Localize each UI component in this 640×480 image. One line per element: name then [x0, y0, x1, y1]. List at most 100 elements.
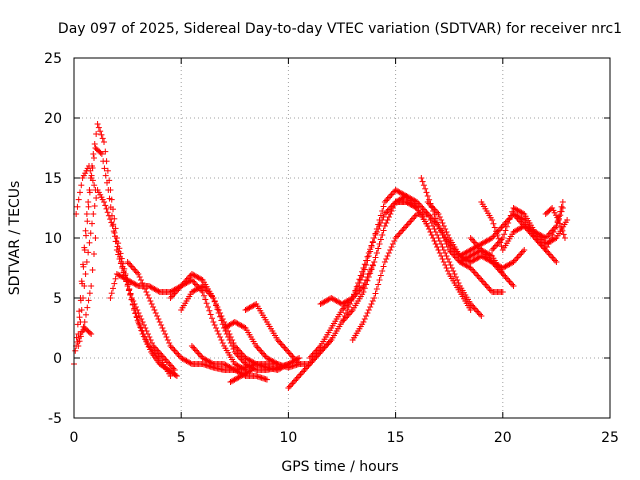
data-point	[218, 337, 225, 343]
x-tick-label: 15	[387, 430, 405, 446]
data-point	[364, 310, 371, 316]
data-point	[440, 223, 447, 229]
data-point	[152, 310, 159, 316]
data-point	[136, 274, 143, 280]
data-point	[440, 259, 447, 265]
data-point	[442, 250, 449, 256]
data-point	[108, 290, 115, 297]
data-point	[80, 263, 87, 270]
data-point	[383, 220, 390, 226]
data-point	[499, 235, 506, 241]
series-arc-14	[227, 367, 255, 385]
data-point	[136, 313, 143, 319]
data-point	[273, 360, 280, 367]
data-point	[89, 220, 96, 227]
data-point	[372, 290, 379, 297]
data-point	[227, 340, 234, 346]
data-point	[364, 277, 371, 284]
data-point	[199, 289, 206, 295]
data-point	[131, 301, 138, 307]
data-point	[72, 347, 79, 354]
data-point	[100, 158, 107, 165]
series-arc-18	[339, 193, 485, 325]
data-point	[424, 223, 431, 229]
data-point	[92, 235, 99, 241]
data-point	[130, 298, 137, 304]
data-point	[164, 337, 171, 343]
data-point	[367, 304, 374, 310]
data-point	[444, 256, 451, 262]
data-point	[561, 235, 568, 241]
data-point	[207, 311, 214, 318]
data-point	[147, 337, 154, 343]
data-point	[91, 203, 98, 209]
data-point	[371, 235, 378, 241]
data-point	[138, 277, 144, 283]
data-point	[229, 343, 236, 349]
data-point	[367, 270, 374, 277]
data-point	[442, 226, 449, 232]
data-point	[296, 355, 303, 361]
data-point	[440, 247, 447, 253]
data-point	[75, 196, 82, 203]
data-point	[371, 295, 378, 301]
data-point	[112, 233, 119, 240]
data-point	[200, 292, 207, 299]
data-point	[143, 328, 150, 334]
data-point	[432, 215, 439, 222]
data-point	[389, 205, 396, 211]
data-point	[97, 149, 104, 156]
data-point	[86, 290, 93, 297]
data-point	[91, 182, 98, 189]
chart-title: Day 097 of 2025, Sidereal Day-to-day VTE…	[58, 21, 622, 37]
data-point	[156, 319, 163, 325]
data-point	[364, 257, 371, 264]
data-point	[438, 241, 445, 247]
data-point	[87, 167, 94, 174]
data-point	[87, 230, 94, 237]
data-point	[226, 337, 233, 343]
data-point	[505, 220, 512, 226]
data-point	[143, 289, 150, 295]
data-points	[71, 121, 571, 391]
data-point	[544, 244, 551, 250]
data-point	[150, 304, 157, 310]
data-point	[154, 313, 161, 319]
data-point	[439, 256, 446, 262]
data-point	[142, 286, 149, 292]
data-point	[85, 249, 92, 256]
data-point	[547, 206, 554, 213]
data-point	[76, 308, 83, 315]
data-point	[447, 262, 454, 268]
data-point	[90, 211, 97, 217]
data-point	[497, 239, 504, 246]
data-point	[105, 187, 112, 193]
data-point	[263, 376, 270, 383]
series-arc-3	[73, 163, 99, 217]
data-point	[376, 217, 383, 223]
data-point	[198, 283, 205, 290]
data-point	[467, 307, 474, 313]
data-point	[86, 189, 93, 196]
data-point	[108, 219, 115, 226]
data-point	[97, 128, 104, 135]
data-point	[77, 189, 84, 196]
data-point	[422, 185, 429, 192]
data-point	[215, 331, 222, 337]
data-point	[381, 223, 388, 229]
data-point	[436, 214, 443, 220]
data-point	[133, 282, 140, 289]
data-point	[452, 274, 459, 280]
data-point	[210, 319, 217, 325]
data-point	[385, 214, 392, 220]
data-point	[519, 210, 526, 217]
series-arc-28	[542, 205, 568, 241]
data-point	[206, 307, 213, 314]
data-point	[376, 241, 383, 247]
data-point	[147, 298, 154, 304]
data-point	[557, 208, 564, 215]
data-point	[490, 220, 497, 227]
data-point	[365, 307, 372, 313]
data-point	[81, 319, 88, 325]
